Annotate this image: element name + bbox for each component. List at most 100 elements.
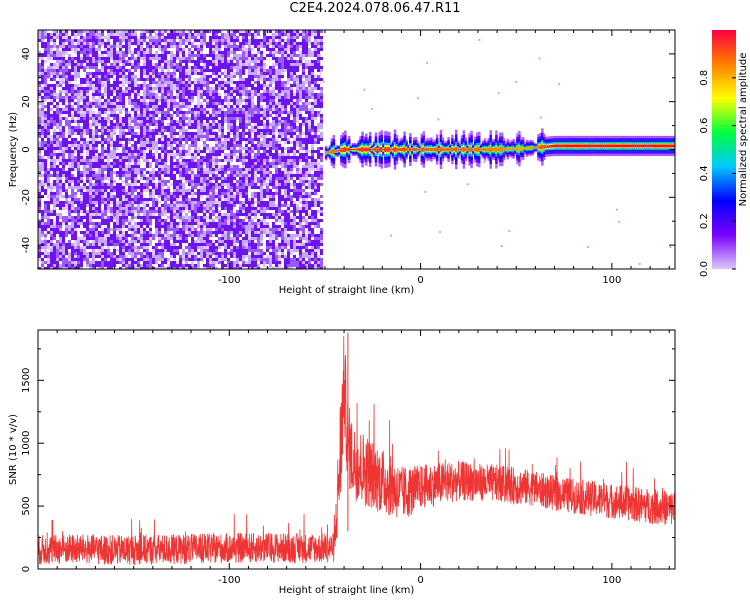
noise-cell xyxy=(197,249,200,252)
noise-cell xyxy=(191,33,194,36)
noise-cell xyxy=(215,129,218,132)
noise-cell xyxy=(92,264,95,267)
noise-cell xyxy=(44,57,47,60)
noise-cell xyxy=(77,180,80,183)
noise-cell xyxy=(167,33,170,39)
noise-cell xyxy=(248,228,251,231)
noise-cell xyxy=(206,33,209,36)
noise-cell xyxy=(188,96,191,99)
noise-cell xyxy=(185,129,188,132)
noise-cell xyxy=(131,129,134,132)
noise-cell xyxy=(212,78,215,81)
noise-cell xyxy=(194,150,197,153)
noise-cell xyxy=(209,258,212,261)
noise-cell xyxy=(68,210,71,216)
noise-cell xyxy=(158,222,161,225)
noise-cell xyxy=(137,87,140,90)
noise-cell xyxy=(218,231,221,234)
noise-cell xyxy=(65,213,68,216)
noise-cell xyxy=(56,249,59,255)
noise-cell xyxy=(98,108,101,111)
noise-cell xyxy=(146,255,149,258)
noise-cell xyxy=(194,126,197,129)
noise-cell xyxy=(194,195,197,198)
noise-cell xyxy=(251,72,254,75)
noise-cell xyxy=(185,60,188,63)
noise-cell xyxy=(128,267,131,269)
noise-cell xyxy=(50,264,53,269)
noise-cell xyxy=(92,249,95,252)
noise-cell xyxy=(251,54,254,57)
noise-cell xyxy=(68,195,71,198)
noise-cell xyxy=(128,231,131,234)
noise-cell xyxy=(125,78,128,81)
noise-cell xyxy=(185,159,188,162)
noise-cell xyxy=(203,105,206,108)
noise-cell xyxy=(182,258,185,261)
noise-cell xyxy=(200,159,203,162)
noise-cell xyxy=(74,66,77,69)
noise-cell xyxy=(134,156,137,159)
noise-cell xyxy=(95,39,98,42)
noise-cell xyxy=(215,255,218,258)
noise-cell xyxy=(89,228,92,231)
noise-cell xyxy=(167,147,170,150)
noise-cell xyxy=(131,177,134,180)
noise-cell xyxy=(110,222,113,225)
noise-cell xyxy=(209,141,212,144)
noise-cell xyxy=(92,147,95,150)
noise-cell xyxy=(158,45,161,48)
noise-cell xyxy=(236,132,239,138)
noise-cell xyxy=(143,33,146,36)
noise-cell xyxy=(83,156,86,159)
noise-cell xyxy=(92,162,95,165)
noise-cell xyxy=(122,165,125,168)
noise-cell xyxy=(191,225,194,228)
noise-cell xyxy=(221,255,224,258)
noise-cell xyxy=(107,117,110,120)
noise-cell xyxy=(143,177,146,180)
noise-cell xyxy=(41,222,44,225)
noise-cell xyxy=(59,171,62,174)
noise-cell xyxy=(116,138,119,141)
noise-cell xyxy=(164,90,167,96)
noise-cell xyxy=(227,45,230,48)
noise-cell xyxy=(161,78,164,81)
noise-cell xyxy=(209,177,212,180)
noise-cell xyxy=(242,267,245,269)
noise-cell xyxy=(245,51,248,54)
noise-cell xyxy=(152,153,155,156)
noise-cell xyxy=(137,51,140,57)
noise-cell xyxy=(230,108,233,111)
noise-cell xyxy=(98,252,101,255)
noise-cell xyxy=(206,51,209,54)
noise-cell xyxy=(131,135,134,138)
noise-cell xyxy=(80,72,83,75)
noise-cell xyxy=(110,267,113,269)
noise-cell xyxy=(206,249,209,252)
noise-cell xyxy=(191,84,194,87)
noise-cell xyxy=(146,135,149,138)
noise-cell xyxy=(89,39,92,42)
noise-cell xyxy=(95,183,98,186)
noise-cell xyxy=(50,162,53,165)
noise-cell xyxy=(41,30,44,36)
noise-cell xyxy=(110,117,113,120)
noise-cell xyxy=(227,216,230,219)
noise-cell xyxy=(209,117,212,120)
noise-cell xyxy=(50,72,53,75)
noise-cell xyxy=(218,117,221,120)
noise-cell xyxy=(245,135,248,138)
noise-cell xyxy=(218,75,221,78)
noise-cell xyxy=(233,207,236,213)
noise-cell xyxy=(206,63,209,66)
noise-cell xyxy=(224,264,227,267)
noise-cell xyxy=(44,102,47,105)
noise-cell xyxy=(236,60,239,63)
noise-cell xyxy=(254,126,257,129)
noise-cell xyxy=(161,138,164,141)
noise-cell xyxy=(89,186,92,192)
noise-cell xyxy=(245,147,248,150)
noise-cell xyxy=(158,114,161,117)
noise-cell xyxy=(239,249,242,252)
